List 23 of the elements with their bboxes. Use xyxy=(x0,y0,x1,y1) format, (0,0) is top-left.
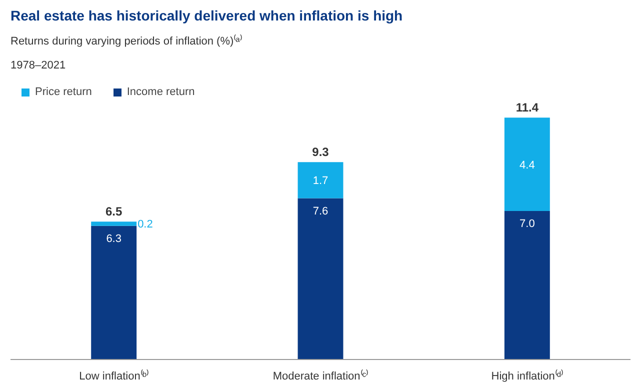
x-tick-label: Moderate inflation⁽ᶜ⁾ xyxy=(272,370,368,382)
bar xyxy=(298,198,344,360)
legend-label: Price return xyxy=(35,86,92,98)
data-label: 0.2 xyxy=(138,218,153,231)
x-tick-label: High inflation⁽ᵈ⁾ xyxy=(491,370,564,382)
total-label: 9.3 xyxy=(312,145,330,160)
bar xyxy=(504,118,550,211)
bar xyxy=(298,162,344,198)
bar xyxy=(91,222,137,226)
text: 1978–2021 xyxy=(10,60,66,72)
bar xyxy=(504,210,550,360)
data-label: 4.4 xyxy=(520,159,535,172)
bar xyxy=(91,226,137,360)
data-label: 7.6 xyxy=(312,205,328,218)
x-tick-label: Low inflation⁽ᵇ⁾ xyxy=(79,370,148,382)
data-label: 1.7 xyxy=(312,175,328,188)
chart-subtitle: Returns during varying periods of inflation (%)⁽ᵃ⁾ xyxy=(10,34,242,48)
total-label: 11.4 xyxy=(516,100,539,115)
chart-title: Real estate has historically delivered when inflation is high xyxy=(10,8,403,24)
data-label: 7.0 xyxy=(520,218,535,230)
total-label: 6.5 xyxy=(105,204,122,219)
data-label: 6.3 xyxy=(106,232,122,245)
legend-label: Income return xyxy=(126,86,195,98)
